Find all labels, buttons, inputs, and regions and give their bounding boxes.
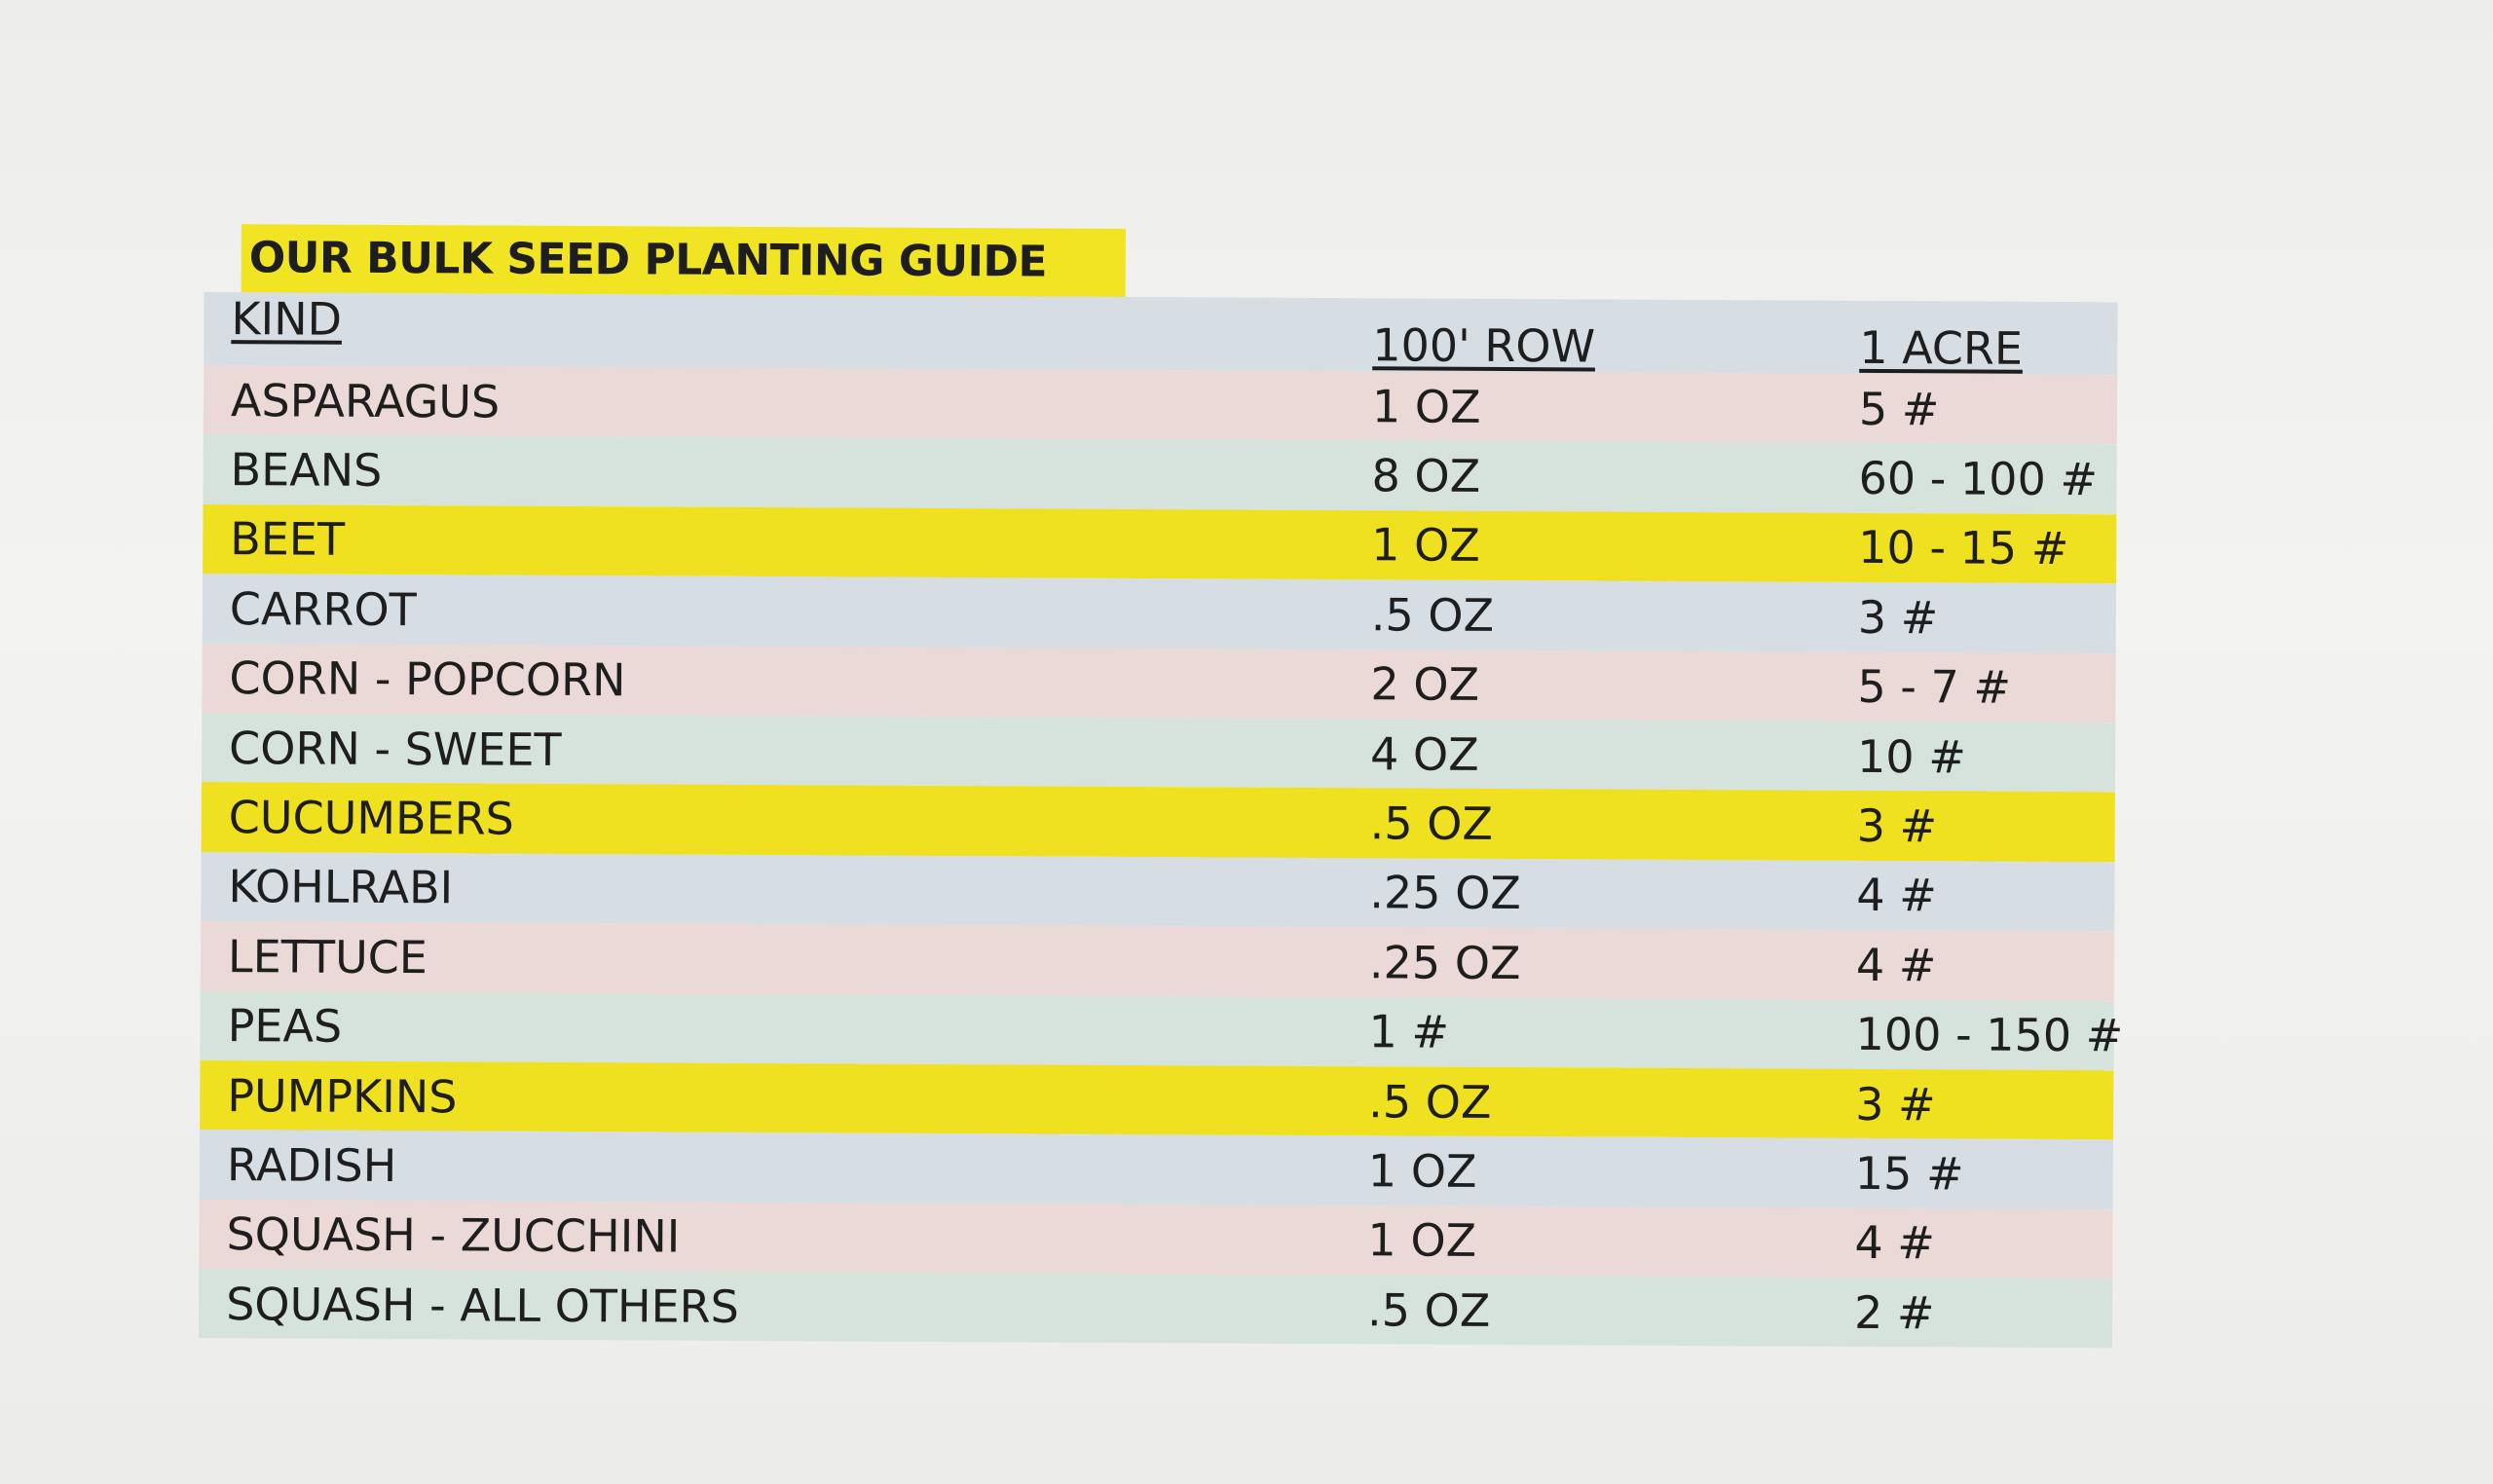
row-amount-cell: 1 OZ [1367, 1213, 1477, 1268]
kind-cell: SQUASH - ALL OTHERS [226, 1277, 739, 1333]
row-amount-cell: .5 OZ [1368, 1074, 1492, 1129]
kind-cell: BEET [230, 512, 346, 567]
column-header-kind: KIND [231, 292, 343, 346]
acre-amount-cell: 4 # [1854, 1216, 1936, 1270]
row-amount-cell: .5 OZ [1370, 588, 1495, 642]
table-row: CARROT .5 OZ 3 # [202, 574, 2117, 653]
table-header-row: KIND 100' ROW 1 ACRE [204, 291, 2118, 376]
kind-cell: KOHLRABI [228, 860, 454, 914]
table-row: LETTUCE .25 OZ 4 # [200, 921, 2115, 1001]
kind-cell: SQUASH - ZUCCHINI [226, 1207, 681, 1263]
table-row: CUCUMBERS .5 OZ 3 # [201, 782, 2115, 863]
table-row: CORN - POPCORN 2 OZ 5 - 7 # [202, 643, 2116, 723]
row-amount-cell: 1 OZ [1371, 379, 1481, 433]
kind-cell: BEANS [230, 443, 383, 498]
kind-cell: CUCUMBERS [228, 791, 514, 845]
acre-amount-cell: 5 - 7 # [1857, 660, 2012, 714]
row-amount-cell: 4 OZ [1369, 726, 1479, 781]
table-row: BEET 1 OZ 10 - 15 # [203, 503, 2117, 584]
acre-amount-cell: 60 - 100 # [1858, 451, 2099, 506]
table-row: BEANS 8 OZ 60 - 100 # [203, 434, 2117, 515]
table-row: RADISH 1 OZ 15 # [199, 1130, 2114, 1209]
kind-cell: CARROT [229, 582, 417, 637]
table-row: ASPARAGUS 1 OZ 5 # [203, 364, 2118, 445]
row-amount-cell: 1 OZ [1367, 1144, 1477, 1198]
table-row: KOHLRABI .25 OZ 4 # [201, 851, 2115, 932]
acre-amount-cell: 100 - 150 # [1855, 1008, 2124, 1062]
kind-cell: PEAS [227, 999, 343, 1053]
kind-cell: CORN - SWEET [229, 721, 562, 776]
acre-amount-cell: 3 # [1855, 1077, 1936, 1131]
kind-cell: RADISH [226, 1138, 397, 1193]
acre-amount-cell: 3 # [1857, 590, 1939, 645]
acre-amount-cell: 15 # [1854, 1146, 1964, 1201]
column-header-100-ft-row: 100' ROW [1372, 318, 1596, 373]
acre-amount-cell: 4 # [1855, 938, 1937, 992]
kind-cell: ASPARAGUS [230, 373, 501, 428]
row-amount-cell: .25 OZ [1368, 936, 1521, 989]
row-amount-cell: 2 OZ [1370, 657, 1480, 712]
acre-amount-cell: 3 # [1856, 798, 1938, 853]
row-amount-cell: .25 OZ [1369, 866, 1522, 920]
row-amount-cell: .5 OZ [1369, 797, 1494, 850]
kind-cell: PUMPKINS [227, 1068, 458, 1123]
row-amount-cell: 8 OZ [1371, 449, 1481, 502]
row-amount-cell: .5 OZ [1366, 1283, 1491, 1337]
table-row: SQUASH - ZUCCHINI 1 OZ 4 # [199, 1199, 2113, 1280]
guide-title: OUR BULK SEED PLANTING GUIDE [241, 224, 1126, 297]
table-row: PUMPKINS .5 OZ 3 # [200, 1059, 2114, 1140]
planting-guide-table: KIND 100' ROW 1 ACRE ASPARAGUS 1 OZ 5 # … [198, 291, 2124, 1349]
table-row: PEAS 1 # 100 - 150 # [200, 990, 2124, 1071]
acre-amount-cell: 2 # [1853, 1285, 1935, 1340]
table-row: SQUASH - ALL OTHERS .5 OZ 2 # [198, 1269, 2113, 1349]
planting-guide-sheet: OUR BULK SEED PLANTING GUIDE KIND 100' R… [198, 216, 2124, 1355]
acre-amount-cell: 4 # [1856, 869, 1937, 922]
acre-amount-cell: 5 # [1858, 382, 1940, 436]
acre-amount-cell: 10 - 15 # [1858, 521, 2069, 575]
kind-cell: CORN - POPCORN [229, 651, 626, 707]
row-amount-cell: 1 # [1368, 1005, 1450, 1058]
kind-cell: LETTUCE [227, 929, 428, 984]
acre-amount-cell: 10 # [1856, 729, 1966, 784]
row-amount-cell: 1 OZ [1371, 518, 1480, 573]
table-row: CORN - SWEET 4 OZ 10 # [201, 712, 2116, 793]
column-header-1-acre: 1 ACRE [1859, 320, 2024, 375]
